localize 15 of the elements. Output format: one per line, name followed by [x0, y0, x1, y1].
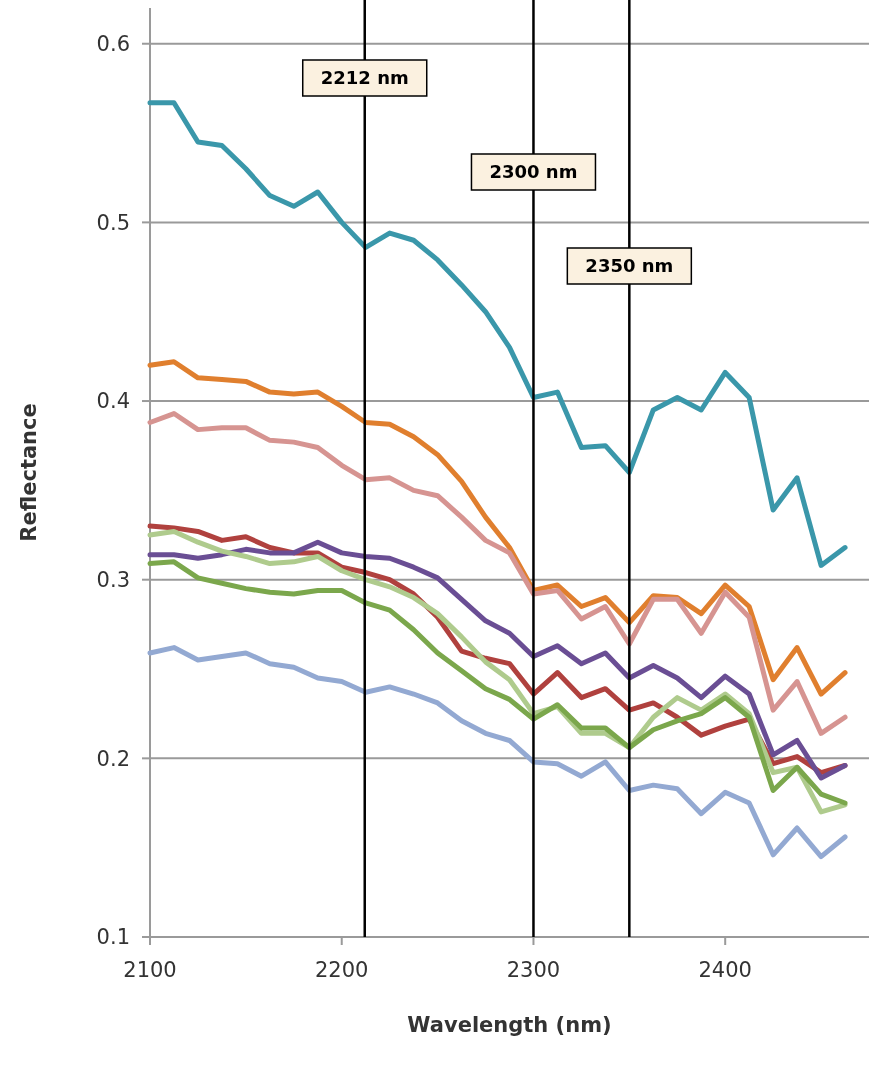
y-tick-label: 0.2: [96, 746, 130, 771]
x-axis-title: Wavelength (nm): [407, 1013, 612, 1037]
x-tick-label: 2100: [123, 958, 177, 982]
x-tick-label: 2200: [315, 958, 369, 982]
ref-line-label: 2212 nm: [320, 67, 409, 89]
y-tick-label: 0.1: [96, 925, 130, 950]
x-tick-label: 2300: [506, 958, 561, 982]
y-tick-label: 0.6: [96, 32, 130, 57]
ref-line-label: 2350 nm: [585, 255, 674, 277]
y-tick-label: 0.4: [96, 389, 130, 414]
y-tick-label: 0.3: [96, 568, 130, 593]
ref-line-label: 2300 nm: [489, 161, 578, 183]
x-tick-label: 2400: [698, 958, 752, 982]
y-axis-title: Reflectance: [17, 403, 41, 542]
y-tick-label: 0.5: [96, 210, 130, 235]
